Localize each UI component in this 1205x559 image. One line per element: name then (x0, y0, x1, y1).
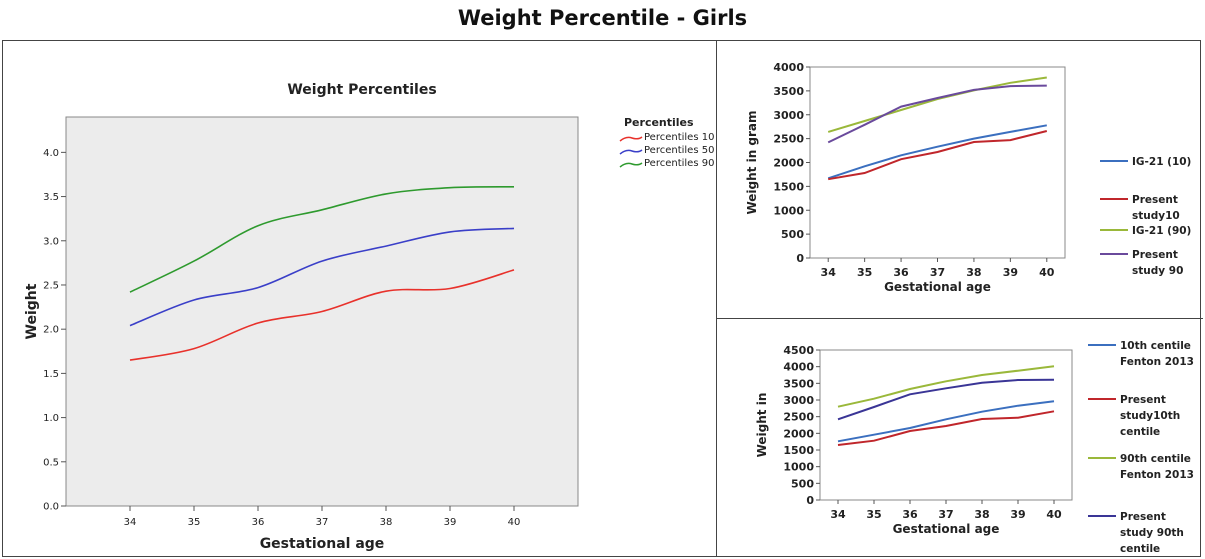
legend-label: Fenton 2013 (1120, 469, 1194, 481)
y-tick-label: 1500 (773, 180, 804, 193)
x-tick-label: 39 (444, 517, 457, 528)
legend-label: study 90 (1132, 265, 1183, 277)
x-tick-label: 40 (1039, 266, 1055, 279)
series-line (129, 186, 515, 293)
series-line (827, 84, 1047, 144)
legend-swatch (619, 136, 643, 142)
y-tick-label: 3.5 (43, 192, 59, 203)
legend-label: 10th centile (1120, 340, 1191, 352)
y-tick-label: 1.5 (43, 369, 59, 380)
y-tick-label: 500 (781, 228, 804, 241)
y-tick-label: 2.0 (43, 325, 59, 336)
chart-1: Weight Percentiles 0.0 0.5 1.0 1.5 2.0 2.5 3.0 3… (24, 82, 714, 552)
x-axis-label: Gestational age (260, 536, 385, 552)
y-axis-label: Weight in gram (745, 110, 759, 214)
x-tick-label: 36 (252, 517, 265, 528)
legend-label: 90th centile (1120, 453, 1191, 465)
series-line (129, 227, 515, 327)
legend-swatch (619, 149, 643, 155)
x-tick-label: 39 (1010, 508, 1025, 521)
y-tick-label: 0 (796, 252, 804, 265)
legend-label: IG-21 (10) (1132, 156, 1191, 168)
legend-label: centile (1120, 543, 1160, 555)
y-tick-label: 0.0 (43, 502, 59, 513)
series-line (837, 378, 1055, 421)
y-tick-label: 4000 (773, 61, 804, 74)
x-tick-label: 38 (966, 266, 981, 279)
x-tick-label: 40 (1046, 508, 1062, 521)
legend-label: Percentiles 10 (644, 132, 714, 143)
y-tick-label: 4.0 (43, 148, 59, 159)
x-tick-label: 36 (893, 266, 909, 279)
x-tick-label: 35 (857, 266, 872, 279)
y-axis-label: Weight (24, 283, 40, 339)
y-tick-label: 2000 (773, 157, 804, 170)
x-tick-label: 35 (188, 517, 201, 528)
y-tick-label: 3.0 (43, 236, 59, 247)
x-tick-label: 37 (316, 517, 329, 528)
chart-2: 0 500 1000 1500 2000 2500 3000 3500 4000 34 35 36 37… (745, 61, 1191, 294)
chart-3: 0 500 1000 1500 2000 2500 3000 3500 4000 4500 34 35… (755, 340, 1194, 555)
panel-divider-horizontal (716, 318, 1203, 319)
x-tick-label: 40 (508, 517, 521, 528)
legend-label: Percentiles 50 (644, 145, 714, 156)
x-tick-label: 37 (938, 508, 953, 521)
legend-label: Fenton 2013 (1120, 356, 1194, 368)
chart-title: Weight Percentiles (287, 82, 436, 98)
series-line (837, 410, 1055, 446)
legend-label: IG-21 (90) (1132, 225, 1191, 237)
x-tick-label: 34 (821, 266, 837, 279)
y-tick-label: 2000 (783, 427, 814, 440)
legend-title: Percentiles (624, 116, 694, 129)
legend-label: centile (1120, 426, 1160, 438)
legend-label: Present (1132, 194, 1178, 206)
y-tick-label: 3500 (783, 377, 814, 390)
y-tick-label: 3000 (773, 109, 804, 122)
y-tick-label: 4500 (783, 344, 814, 357)
y-tick-label: 0.5 (43, 457, 59, 468)
y-tick-label: 500 (791, 477, 814, 490)
page-title: Weight Percentile - Girls (457, 6, 748, 30)
legend-label: study 90th (1120, 527, 1184, 539)
x-axis-label: Gestational age (893, 522, 1000, 536)
y-tick-label: 3000 (783, 394, 814, 407)
y-tick-label: 2500 (773, 133, 804, 146)
panel-divider-vertical (716, 40, 717, 557)
figure-frame (2, 40, 1201, 557)
legend-label: Present (1120, 394, 1166, 406)
x-axis-label: Gestational age (884, 280, 991, 294)
y-tick-label: 1000 (773, 204, 804, 217)
x-tick-label: 35 (866, 508, 881, 521)
y-tick-label: 3500 (773, 85, 804, 98)
y-tick-label: 2500 (783, 411, 814, 424)
series-line (837, 400, 1055, 443)
legend-label: Present (1132, 249, 1178, 261)
x-tick-label: 34 (830, 508, 846, 521)
series-line (837, 365, 1055, 408)
legend-label: Present (1120, 511, 1166, 523)
x-tick-label: 34 (124, 517, 137, 528)
y-tick-label: 0 (806, 494, 814, 507)
x-tick-label: 39 (1003, 266, 1018, 279)
y-tick-label: 1500 (783, 444, 814, 457)
x-tick-label: 36 (902, 508, 918, 521)
y-tick-label: 4000 (783, 361, 814, 374)
x-tick-label: 38 (974, 508, 989, 521)
series-line (827, 124, 1047, 180)
series-line (828, 130, 1048, 181)
y-axis-label: Weight in (755, 393, 769, 458)
x-tick-label: 38 (380, 517, 393, 528)
legend-label: study10 (1132, 210, 1180, 222)
legend-label: study10th (1120, 410, 1180, 422)
y-tick-label: 2.5 (43, 280, 59, 291)
y-tick-label: 1000 (783, 461, 814, 474)
plot-area (809, 66, 1066, 259)
x-tick-label: 37 (930, 266, 945, 279)
legend-label: Percentiles 90 (644, 158, 714, 169)
y-tick-label: 1.0 (43, 413, 59, 424)
legend-swatch (619, 162, 643, 168)
series-line (129, 269, 515, 361)
